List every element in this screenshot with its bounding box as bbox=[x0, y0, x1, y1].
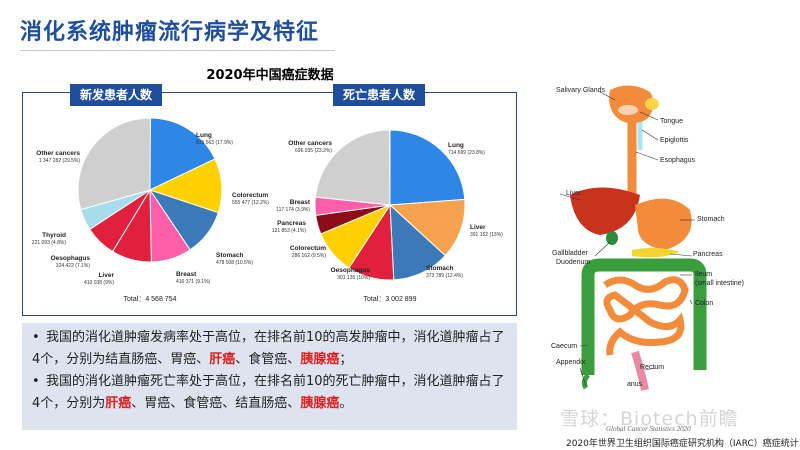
appendix-shape bbox=[581, 373, 590, 390]
bullet-dot: • bbox=[32, 330, 40, 345]
pie-slice-stomach bbox=[389, 203, 447, 281]
slice-value-label: 714 699 (23.8%) bbox=[448, 150, 485, 156]
slice-value-label: 117 174 (3.9%) bbox=[276, 207, 310, 213]
label-esophagus: Esophagus bbox=[660, 157, 696, 164]
slice-label: Oesophagus bbox=[51, 255, 91, 262]
incidence-tag: 新发患者人数 bbox=[70, 84, 163, 106]
label-ileum: Ileum bbox=[695, 271, 713, 278]
slice-label: Liver bbox=[98, 272, 114, 279]
label-stomach: Stomach bbox=[697, 216, 725, 223]
label-rectum: Rectum bbox=[640, 364, 665, 371]
chart-frame bbox=[22, 92, 517, 316]
slice-value-label: 221 093 (4.8%) bbox=[32, 240, 67, 246]
pie-slice-lung bbox=[149, 117, 216, 191]
pie-slice-liver bbox=[388, 198, 466, 257]
watermark: 雪球：Biotech前瞻 bbox=[560, 408, 739, 430]
chart-heading: 2020年中国癌症数据 bbox=[206, 68, 334, 83]
slice-value-label: 696 935 (23.2%) bbox=[295, 148, 332, 154]
pie-slice-lung bbox=[389, 129, 466, 206]
slice-label: Colorectum bbox=[290, 245, 326, 252]
slice-label: Other cancers bbox=[36, 150, 80, 157]
label-colon: Colon bbox=[695, 300, 714, 307]
label-duodenum: Duodenum bbox=[556, 259, 591, 266]
bullet-incidence: • 我国的消化道肿瘤发病率处于高位，在排名前10的高发肿瘤中，消化道肿瘤占了4个，… bbox=[32, 327, 507, 371]
slice-value-label: 410 038 (9%) bbox=[84, 280, 114, 286]
label-pancreas: Pancreas bbox=[693, 251, 723, 258]
slice-label: Colorectum bbox=[232, 192, 268, 199]
label-tongue: Tongue bbox=[660, 118, 683, 125]
slice-value-label: 555 477 (12.2%) bbox=[232, 200, 269, 206]
label-anus: anus bbox=[627, 381, 643, 388]
slice-label: Oesophagus bbox=[331, 267, 371, 274]
bullet-panel: • 我国的消化道肿瘤发病率处于高位，在排名前10的高发肿瘤中，消化道肿瘤占了4个，… bbox=[22, 323, 517, 430]
slice-value-label: 1 347 282 (29.5%) bbox=[39, 158, 80, 164]
rectum-shape bbox=[631, 350, 649, 391]
digestive-system-diagram bbox=[559, 85, 707, 391]
bullet-text: 、胃癌、食管癌、结直肠癌、 bbox=[131, 396, 301, 411]
source-line-1: Global Cancer Statistics 2020 bbox=[606, 425, 691, 433]
leader-lines bbox=[559, 91, 695, 387]
bullet-text: 我国的消化道肿瘤死亡率处于高位，在排名前10的死亡肿瘤中，消化道肿瘤占了4个，分… bbox=[32, 374, 505, 411]
slice-value-label: 815 563 (17.9%) bbox=[196, 140, 233, 146]
highlight-text: 胰腺癌 bbox=[300, 396, 340, 411]
pie-slice-other-cancers bbox=[77, 117, 151, 211]
gallbladder-shape bbox=[606, 231, 618, 245]
pancreas-shape bbox=[632, 247, 680, 258]
page-title: 消化系统肿瘤流行病学及特征 bbox=[20, 20, 320, 45]
tongue-shape bbox=[618, 105, 638, 115]
slice-label: Pancreas bbox=[277, 220, 306, 227]
slice-label: Breast bbox=[290, 199, 311, 206]
source-line-2: 2020年世界卫生组织国际癌症研究机构（IARC）癌症统计 bbox=[566, 439, 799, 449]
slice-label: Breast bbox=[176, 271, 197, 278]
liver-shape bbox=[570, 187, 640, 235]
label-caecum: Caecum bbox=[551, 343, 578, 350]
highlight-text: 肝癌 bbox=[209, 352, 236, 367]
title-underline bbox=[20, 50, 335, 51]
bullet-text: 、食管癌、 bbox=[235, 352, 301, 367]
colon-shape bbox=[581, 258, 707, 375]
label-appendix: Appendix bbox=[556, 359, 586, 366]
mouth-shape bbox=[609, 85, 654, 124]
slice-value-label: 478 508 (10.5%) bbox=[216, 260, 253, 266]
label-small-intestine: (small intestine) bbox=[695, 280, 745, 287]
slice-label: Lung bbox=[196, 132, 212, 139]
label-gallbladder: Gallbladder bbox=[552, 250, 588, 257]
bullet-text: 我国的消化道肿瘤发病率处于高位，在排名前10的高发肿瘤中，消化道肿瘤占了4个，分… bbox=[32, 330, 505, 367]
slice-value-label: 121 853 (4.1%) bbox=[272, 228, 307, 234]
slice-value-label: 373 789 (12.4%) bbox=[426, 273, 463, 279]
slice-value-label: 391 152 (13%) bbox=[470, 232, 503, 238]
bullet-text: ； bbox=[339, 352, 353, 367]
highlight-text: 胰腺癌 bbox=[300, 352, 340, 367]
salivary-shape bbox=[645, 98, 659, 110]
small-intestine-shape bbox=[603, 276, 689, 356]
mortality-tag: 死亡患者人数 bbox=[333, 84, 426, 106]
label-liver: Liver bbox=[566, 190, 582, 197]
slice-label: Thyroid bbox=[42, 232, 66, 239]
slice-label: Stomach bbox=[216, 252, 243, 259]
total-label: Total：3 002 899 bbox=[364, 296, 417, 303]
bullet-mortality: • 我国的消化道肿瘤死亡率处于高位，在排名前10的死亡肿瘤中，消化道肿瘤占了4个，… bbox=[32, 371, 507, 415]
slice-label: Liver bbox=[470, 224, 486, 231]
bullet-text: 。 bbox=[339, 396, 353, 411]
bullet-dot: • bbox=[32, 374, 40, 389]
slice-label: Lung bbox=[448, 142, 464, 149]
label-epiglottis: Epiglottis bbox=[660, 137, 689, 144]
total-label: Total：4 568 754 bbox=[124, 296, 177, 303]
slice-label: Stomach bbox=[426, 265, 453, 272]
slice-value-label: 324 422 (7.1%) bbox=[56, 263, 91, 269]
pie-slice-other-cancers bbox=[314, 129, 391, 206]
slice-label: Other cancers bbox=[288, 140, 332, 147]
slice-value-label: 301 135 (10%) bbox=[337, 275, 370, 281]
stomach-shape bbox=[635, 198, 692, 250]
label-salivary: Salivary Glands bbox=[556, 87, 606, 94]
slice-value-label: 286 162 (9.5%) bbox=[292, 253, 327, 259]
highlight-text: 肝癌 bbox=[105, 396, 132, 411]
slice-value-label: 416 371 (9.1%) bbox=[176, 279, 211, 285]
